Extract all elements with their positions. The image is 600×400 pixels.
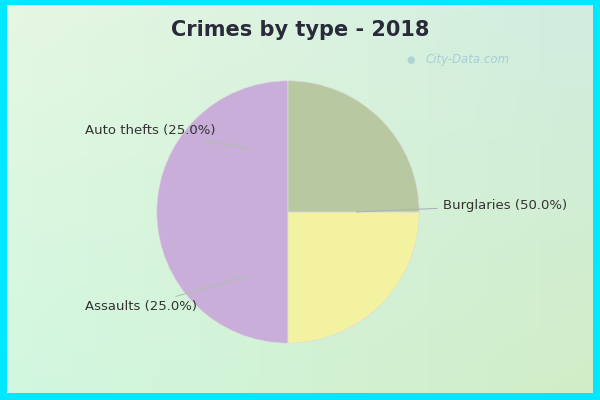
Wedge shape (288, 212, 419, 343)
Text: Burglaries (50.0%): Burglaries (50.0%) (356, 199, 567, 212)
Text: Assaults (25.0%): Assaults (25.0%) (85, 276, 248, 313)
Text: ●: ● (407, 55, 415, 65)
Wedge shape (288, 81, 419, 212)
Text: Crimes by type - 2018: Crimes by type - 2018 (171, 20, 429, 40)
Wedge shape (157, 81, 288, 343)
Text: Auto thefts (25.0%): Auto thefts (25.0%) (85, 124, 248, 148)
Text: City-Data.com: City-Data.com (426, 54, 510, 66)
